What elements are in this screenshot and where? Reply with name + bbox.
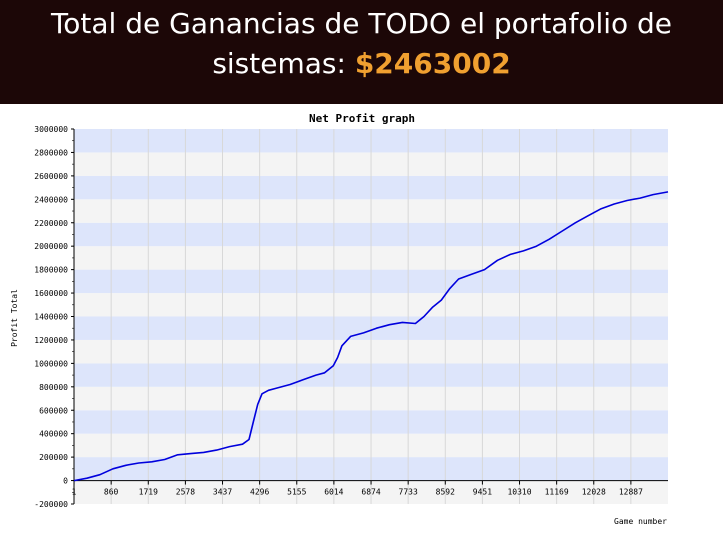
y-tick-label: 2600000 bbox=[34, 172, 68, 181]
x-tick-label: 12887 bbox=[619, 488, 643, 497]
y-tick-label: -200000 bbox=[34, 500, 68, 509]
header-banner: Total de Ganancias de TODO el portafolio… bbox=[0, 0, 723, 104]
banner-title-line2: sistemas: $2463002 bbox=[0, 44, 723, 84]
y-axis: 3000000 2800000 2600000 2400000 2200000 20000… bbox=[34, 125, 74, 509]
y-tick-label: 1000000 bbox=[34, 359, 68, 368]
y-tick-label: 2800000 bbox=[34, 148, 68, 157]
vertical-gridlines bbox=[73, 129, 632, 504]
x-axis: 1 860 1719 2578 3437 4296 5155 6014 6874 7733 8592… bbox=[72, 480, 643, 497]
y-tick-label: 800000 bbox=[39, 383, 68, 392]
net-profit-series-line bbox=[73, 191, 669, 482]
net-profit-chart: 3000000 2800000 2600000 2400000 2200000 20000… bbox=[10, 112, 669, 526]
chart-title: Net Profit graph bbox=[309, 112, 415, 125]
y-tick-label: 200000 bbox=[39, 453, 68, 462]
x-tick-label: 1 bbox=[72, 488, 77, 497]
y-axis-label: Profit Total bbox=[10, 289, 19, 347]
y-tick-label: 1800000 bbox=[34, 266, 68, 275]
banner-title-line1: Total de Ganancias de TODO el portafolio… bbox=[50, 7, 673, 40]
x-tick-label: 12028 bbox=[582, 488, 606, 497]
y-tick-label: 2400000 bbox=[34, 195, 68, 204]
y-tick-label: 3000000 bbox=[34, 125, 68, 134]
y-tick-label: 2200000 bbox=[34, 219, 68, 228]
x-tick-label: 860 bbox=[104, 488, 119, 497]
y-tick-label: 2000000 bbox=[34, 242, 68, 251]
x-tick-label: 7733 bbox=[399, 488, 418, 497]
x-tick-label: 11169 bbox=[545, 488, 569, 497]
x-tick-label: 4296 bbox=[250, 488, 269, 497]
x-axis-label: Game number bbox=[614, 517, 667, 526]
x-tick-label: 2578 bbox=[176, 488, 195, 497]
x-tick-label: 6014 bbox=[324, 488, 343, 497]
x-tick-label: 8592 bbox=[436, 488, 455, 497]
banner-title-prefix: sistemas: bbox=[212, 47, 355, 80]
y-tick-label: 0 bbox=[63, 477, 68, 486]
banner-total-amount: $2463002 bbox=[354, 47, 511, 80]
x-tick-label: 6874 bbox=[361, 488, 380, 497]
chart-container: 3000000 2800000 2600000 2400000 2200000 20000… bbox=[0, 104, 723, 538]
x-tick-label: 5155 bbox=[287, 488, 306, 497]
x-tick-label: 10310 bbox=[507, 488, 531, 497]
x-tick-label: 1719 bbox=[139, 488, 158, 497]
x-tick-label: 9451 bbox=[473, 488, 492, 497]
y-tick-label: 400000 bbox=[39, 430, 68, 439]
series-layer bbox=[73, 191, 669, 482]
y-tick-label: 1200000 bbox=[34, 336, 68, 345]
x-tick-label: 3437 bbox=[213, 488, 232, 497]
y-tick-label: 600000 bbox=[39, 406, 68, 415]
y-tick-label: 1400000 bbox=[34, 313, 68, 322]
y-tick-label: 1600000 bbox=[34, 289, 68, 298]
